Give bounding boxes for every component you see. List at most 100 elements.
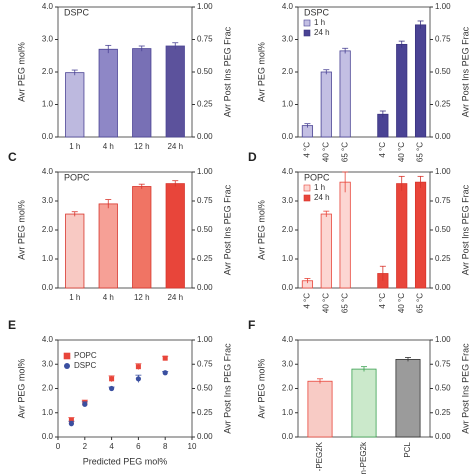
x-tick-label: 6 xyxy=(136,442,141,451)
y2-tick-label: 0.25 xyxy=(197,100,213,109)
y2-tick-label: 1.00 xyxy=(197,335,213,344)
bar xyxy=(132,48,152,138)
x-tick-label: 12 h xyxy=(134,293,150,302)
y2-tick-label: 0.25 xyxy=(435,254,451,263)
bar xyxy=(165,45,185,138)
x-axis-label: Predicted PEG mol% xyxy=(83,456,168,466)
legend-label: 1 h xyxy=(314,183,325,192)
y-tick-label: 1.0 xyxy=(282,100,294,109)
y2-tick-label: 0.25 xyxy=(435,100,451,109)
y-tick-label: 3.0 xyxy=(282,196,294,205)
x-tick-label: PCL xyxy=(403,441,412,457)
y2-tick-label: 0.75 xyxy=(435,196,451,205)
y-tick-label: 1.0 xyxy=(42,100,54,109)
bar xyxy=(339,181,351,289)
y2-tick-label: 0.00 xyxy=(197,432,213,441)
legend-swatch xyxy=(303,184,311,192)
y2-axis-label: Avr Post Ins PEG Frac xyxy=(222,184,232,275)
y-tick-label: 1.0 xyxy=(282,254,294,263)
y-tick-label: 0.0 xyxy=(42,432,54,441)
legend-label: DSPC xyxy=(74,361,96,370)
y-axis-label: Avr PEG mol% xyxy=(256,42,266,102)
y-tick-label: 2.0 xyxy=(282,384,294,393)
panel-letter: C xyxy=(8,150,17,164)
y2-tick-label: 0.00 xyxy=(435,283,451,292)
panel-label: POPC xyxy=(64,172,90,182)
y2-tick-label: 0.00 xyxy=(197,132,213,141)
y2-axis-label: Avr Post Ins PEG Frac xyxy=(460,184,470,275)
x-tick-label: 1 h xyxy=(69,293,80,302)
bar xyxy=(414,24,427,138)
x-tick-label: 40 °C xyxy=(397,142,406,162)
bar xyxy=(65,213,85,289)
point xyxy=(68,421,74,427)
x-tick-label: 1 h xyxy=(69,142,80,151)
y-tick-label: 3.0 xyxy=(282,359,294,368)
point xyxy=(135,364,141,370)
y2-tick-label: 0.50 xyxy=(435,67,451,76)
y-tick-label: 4.0 xyxy=(282,335,294,344)
y2-tick-label: 1.00 xyxy=(435,335,451,344)
legend-swatch xyxy=(63,352,71,360)
x-tick-label: 24 h xyxy=(167,142,183,151)
legend-label: POPC xyxy=(74,351,97,360)
y2-tick-label: 0.50 xyxy=(435,225,451,234)
y-tick-label: 1.0 xyxy=(42,254,54,263)
y2-tick-label: 0.75 xyxy=(197,359,213,368)
y-tick-label: 2.0 xyxy=(42,225,54,234)
bar xyxy=(396,183,408,289)
y-tick-label: 4.0 xyxy=(282,167,294,176)
y-tick-label: 3.0 xyxy=(42,359,54,368)
point xyxy=(68,417,74,423)
y2-tick-label: 0.50 xyxy=(435,384,451,393)
y-tick-label: 0.0 xyxy=(42,132,54,141)
panel-label: DSPC xyxy=(64,7,90,17)
legend-label: 1 h xyxy=(314,18,325,27)
y2-tick-label: 0.75 xyxy=(197,196,213,205)
bar xyxy=(395,358,421,438)
y2-tick-label: 1.00 xyxy=(435,2,451,11)
x-tick-label: -PEG2K xyxy=(315,441,324,471)
x-tick-label: 65 °C xyxy=(416,293,425,313)
y2-tick-label: 0.00 xyxy=(197,283,213,292)
x-tick-label: 65 °C xyxy=(340,293,349,313)
y-tick-label: 1.0 xyxy=(42,408,54,417)
y2-tick-label: 1.00 xyxy=(435,167,451,176)
x-tick-label: 2 xyxy=(83,442,88,451)
y-tick-label: 2.0 xyxy=(42,384,54,393)
x-tick-label: 0 xyxy=(56,442,61,451)
y2-axis-label: Avr Post Ins PEG Frac xyxy=(460,26,470,117)
y2-axis-label: Avr Post Ins PEG Frac xyxy=(460,343,470,434)
y-axis-label: Avr PEG mol% xyxy=(16,42,26,102)
y2-tick-label: 1.00 xyxy=(197,2,213,11)
bar xyxy=(396,43,408,138)
y2-tick-label: 0.50 xyxy=(197,225,213,234)
y-tick-label: 0.0 xyxy=(282,283,294,292)
x-tick-label: 65 °C xyxy=(416,142,425,162)
panel-letter: E xyxy=(8,318,16,332)
y2-tick-label: 0.25 xyxy=(197,408,213,417)
x-tick-label: 65 °C xyxy=(340,142,349,162)
x-tick-label: 40 °C xyxy=(321,293,330,313)
y-axis-label: Avr PEG mol% xyxy=(16,359,26,419)
y-tick-label: 2.0 xyxy=(282,225,294,234)
y-tick-label: 3.0 xyxy=(282,35,294,44)
panel-letter: F xyxy=(248,318,255,332)
x-tick-label: 4 °C xyxy=(378,142,387,158)
panel-label: DSPC xyxy=(304,7,330,17)
y-tick-label: 2.0 xyxy=(282,67,294,76)
x-tick-label: 12 h xyxy=(134,142,150,151)
point xyxy=(162,355,168,361)
legend-label: 24 h xyxy=(314,193,330,202)
bar xyxy=(414,181,427,289)
x-tick-label: 4 °C xyxy=(378,293,387,309)
point xyxy=(109,385,115,392)
y2-tick-label: 0.00 xyxy=(435,432,451,441)
point xyxy=(162,370,168,376)
y2-tick-label: 0.75 xyxy=(435,359,451,368)
bar xyxy=(132,186,152,289)
bar xyxy=(98,203,118,289)
x-tick-label: 8 xyxy=(163,442,168,451)
y2-tick-label: 0.75 xyxy=(197,35,213,44)
y-tick-label: 4.0 xyxy=(42,167,54,176)
